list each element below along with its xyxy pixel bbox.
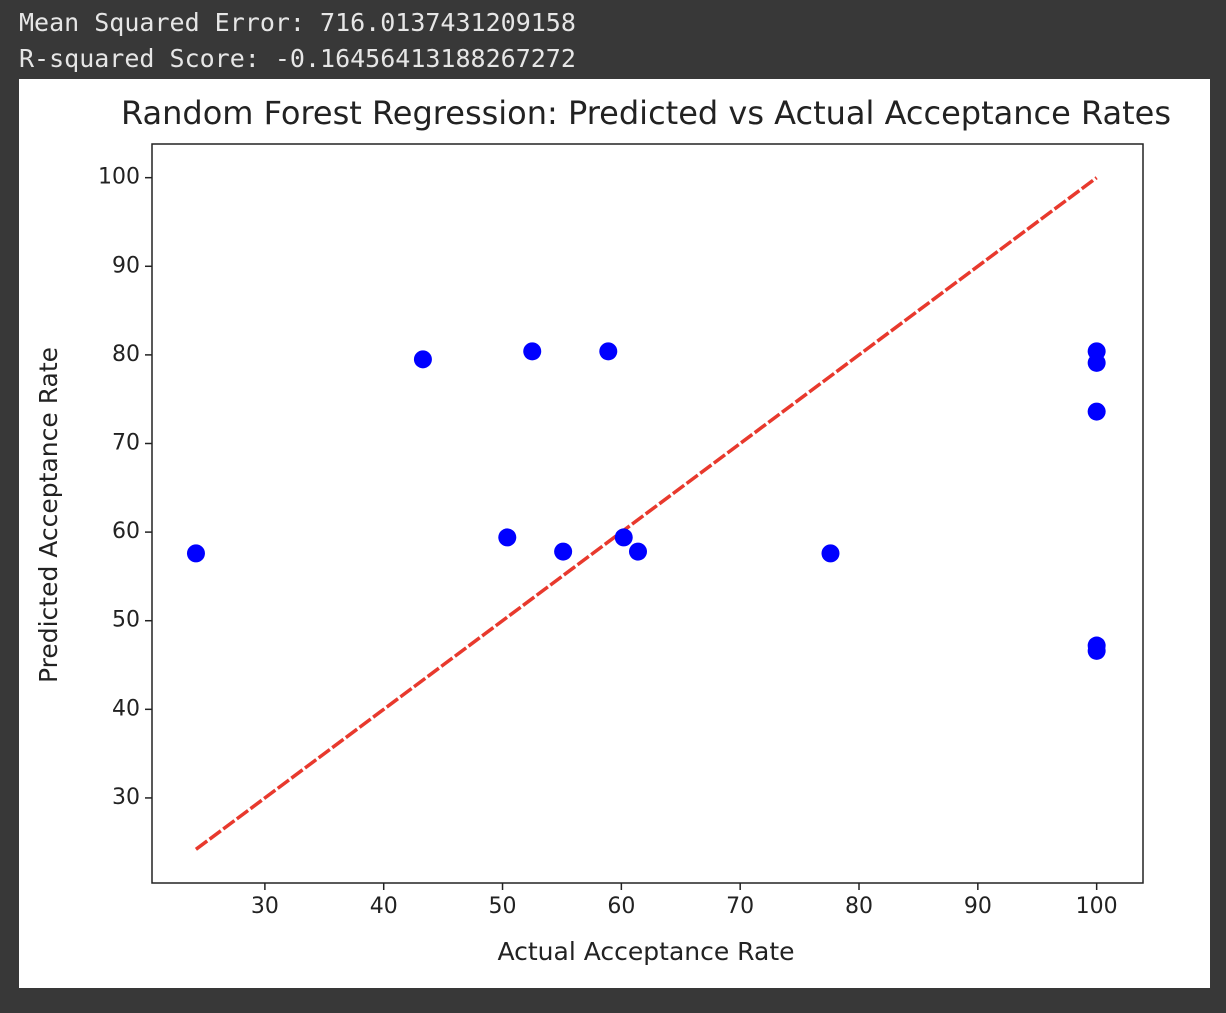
chart: Random Forest Regression: Predicted vs A…	[19, 79, 1210, 988]
scatter-point	[523, 342, 542, 361]
y-tick-label: 40	[112, 696, 140, 721]
x-axis-label: Actual Acceptance Rate	[497, 937, 794, 966]
scatter-point	[821, 544, 840, 563]
plot-frame	[151, 143, 1144, 884]
x-tick-label: 40	[370, 894, 398, 919]
scatter-point	[186, 544, 205, 563]
scatter-point	[554, 542, 573, 561]
x-tick-label: 50	[489, 894, 517, 919]
x-tick-label: 70	[726, 894, 754, 919]
y-tick-label: 70	[112, 430, 140, 455]
y-tick-label: 60	[112, 519, 140, 544]
y-tick-label: 90	[112, 253, 140, 278]
y-tick-label: 80	[112, 342, 140, 367]
chart-title: Random Forest Regression: Predicted vs A…	[121, 94, 1171, 132]
x-tick-label: 100	[1076, 894, 1118, 919]
scatter-point	[614, 528, 633, 547]
x-tick-label: 80	[845, 894, 873, 919]
scatter-point	[498, 528, 517, 547]
scatter-point	[1087, 353, 1106, 372]
y-tick-label: 30	[112, 785, 140, 810]
y-tick-label: 100	[98, 165, 140, 190]
scatter-point	[599, 342, 618, 361]
scatter-point	[1087, 402, 1106, 421]
x-tick-label: 30	[251, 894, 279, 919]
scatter-point	[413, 350, 432, 369]
y-axis-label: Predicted Acceptance Rate	[34, 347, 63, 683]
x-tick-label: 90	[964, 894, 992, 919]
scatter-point	[628, 542, 647, 561]
x-tick-label: 60	[607, 894, 635, 919]
console-line: R-squared Score: -0.16456413188267272	[19, 44, 576, 73]
console-line: Mean Squared Error: 716.0137431209158	[19, 8, 576, 37]
reference-line	[194, 176, 1098, 851]
scatter-point	[1087, 641, 1106, 660]
y-tick-label: 50	[112, 608, 140, 633]
